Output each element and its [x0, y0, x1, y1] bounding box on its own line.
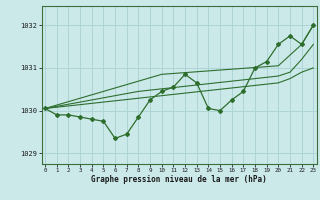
X-axis label: Graphe pression niveau de la mer (hPa): Graphe pression niveau de la mer (hPa)	[91, 175, 267, 184]
